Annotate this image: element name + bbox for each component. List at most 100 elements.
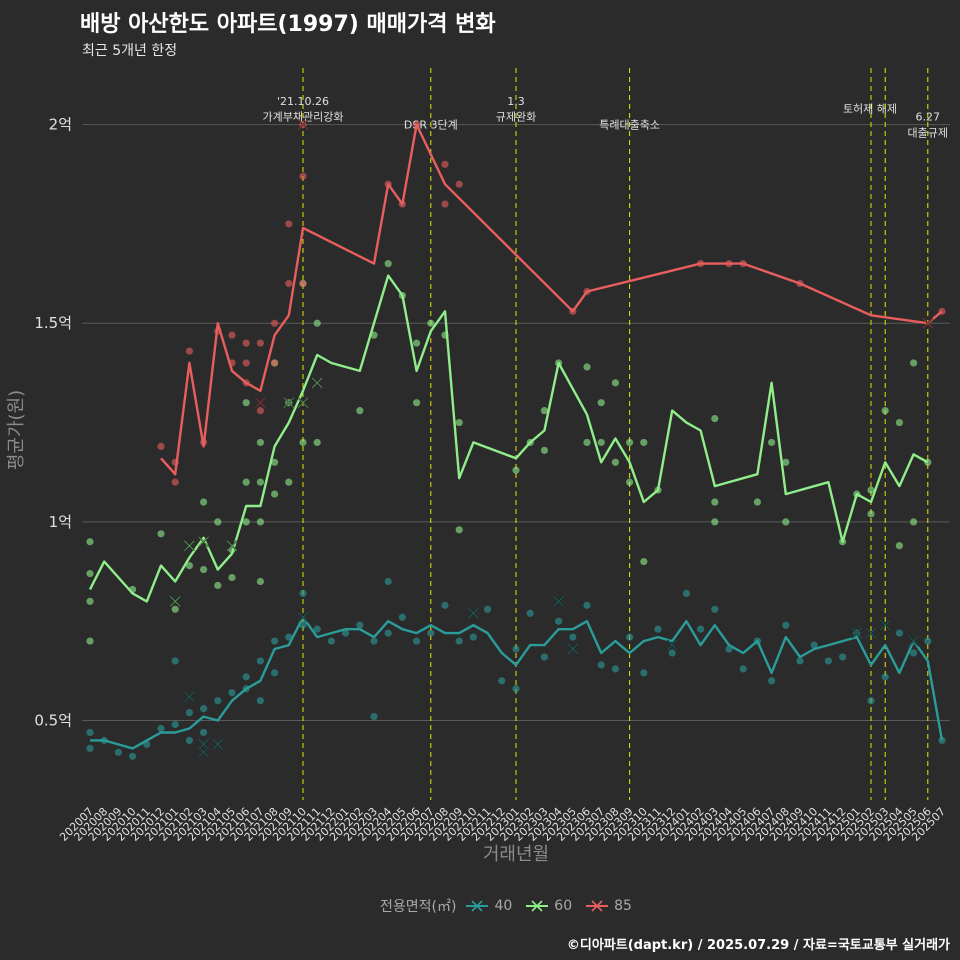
point-40: [469, 633, 477, 641]
point-60: [214, 581, 222, 590]
line-60: [88, 274, 929, 603]
point-40: [384, 577, 392, 586]
point-60: [299, 438, 307, 447]
point-40: [739, 665, 747, 673]
point-40: [782, 621, 790, 629]
policy-label: 6.27: [916, 111, 941, 124]
policy-label: 대출규제: [908, 127, 948, 140]
point-85: [299, 279, 307, 288]
point-60: [540, 407, 549, 415]
point-60: [256, 577, 264, 586]
cross-mark-fill-85: [255, 397, 266, 409]
point-60: [597, 438, 605, 447]
chart-title: 배방 아산한도 아파트(1997) 매매가격 변화: [80, 12, 496, 37]
point-40: [342, 629, 350, 637]
point-40: [86, 728, 94, 737]
point-40: [711, 605, 719, 613]
point-85: [441, 200, 449, 208]
point-40: [768, 677, 776, 685]
point-85: [228, 331, 236, 339]
point-40: [654, 625, 662, 633]
point-40: [370, 637, 378, 645]
point-60: [271, 458, 279, 466]
point-40: [370, 712, 378, 721]
cross-mark-fill-60: [198, 536, 209, 548]
point-85: [285, 279, 293, 288]
policy-label: 1.3: [507, 95, 525, 108]
point-60: [185, 561, 193, 570]
policy-label: 토허제 해제: [843, 102, 897, 116]
point-60: [384, 260, 392, 268]
point-40: [540, 653, 549, 661]
cross-mark-fill-40: [865, 627, 877, 639]
legend-item-60: 60: [526, 898, 572, 914]
cross-mark-fill-40: [212, 739, 224, 750]
point-60: [867, 510, 875, 518]
point-40: [271, 669, 279, 677]
cross-mark-fill-40: [198, 739, 209, 750]
cross-mark-fill-40: [908, 635, 919, 647]
point-40: [697, 625, 705, 633]
point-60: [242, 478, 250, 486]
point-60: [711, 414, 719, 423]
point-40: [555, 617, 563, 625]
point-60: [228, 573, 236, 582]
point-40: [583, 601, 591, 609]
point-60: [413, 399, 421, 407]
cross-mark-fill-40: [666, 639, 678, 651]
cross-mark-fill-40: [468, 607, 479, 619]
point-60: [86, 538, 94, 546]
point-60: [782, 518, 790, 526]
point-40: [427, 629, 435, 637]
point-40: [668, 649, 676, 657]
cross-mark-fill-40: [567, 643, 579, 655]
point-60: [711, 518, 719, 526]
point-60: [313, 319, 321, 327]
point-60: [427, 319, 435, 327]
point-40: [626, 633, 634, 641]
legend-label-60: 60: [554, 898, 573, 914]
point-60: [455, 526, 463, 534]
point-40: [938, 736, 946, 745]
point-85: [299, 172, 307, 180]
point-40: [484, 605, 492, 613]
point-40: [228, 689, 236, 697]
point-40: [200, 728, 208, 737]
legend-label-40: 40: [494, 898, 513, 914]
point-40: [356, 621, 364, 629]
y-tick-label: 2억: [49, 116, 72, 134]
point-40: [839, 653, 847, 661]
point-60: [157, 530, 165, 538]
legend-title: 전용면적(㎡): [380, 899, 457, 915]
point-40: [512, 685, 520, 693]
point-40: [810, 641, 818, 649]
y-tick-label: 0.5억: [34, 712, 72, 730]
point-60: [583, 363, 591, 371]
point-60: [271, 490, 279, 498]
point-85: [185, 347, 193, 355]
cross-mark-fill-60: [169, 595, 181, 607]
point-40: [313, 625, 321, 633]
point-60: [867, 486, 875, 494]
line-40: [90, 616, 944, 750]
point-60: [881, 407, 889, 415]
point-40: [157, 724, 165, 733]
cross-mark-fill-40: [879, 619, 891, 631]
point-40: [682, 589, 691, 598]
cross-mark-fill-40: [184, 691, 195, 703]
y-tick-label: 1.5억: [34, 314, 72, 332]
series-layer: [86, 119, 946, 760]
point-60: [214, 518, 222, 526]
point-40: [114, 748, 122, 756]
point-60: [242, 518, 250, 526]
point-60: [86, 637, 94, 645]
y-tick-label: 1억: [49, 513, 72, 531]
point-40: [299, 589, 307, 598]
cross-mark-fill-85: [922, 317, 934, 329]
point-40: [924, 637, 932, 645]
point-40: [242, 673, 250, 681]
point-40: [910, 649, 918, 657]
point-60: [86, 569, 94, 578]
